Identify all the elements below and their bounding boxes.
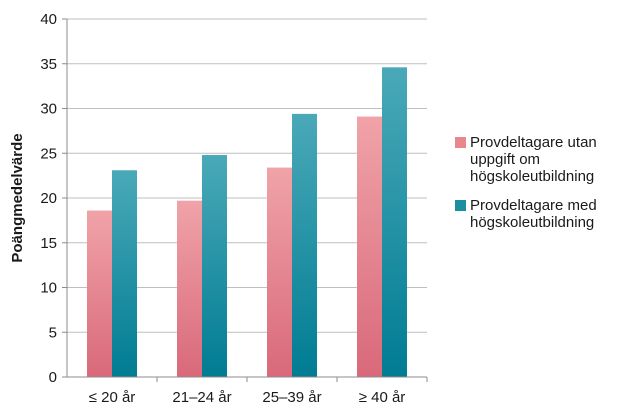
y-tick-label: 20 [40,190,57,207]
bar [382,67,407,377]
y-tick-label: 5 [49,324,57,341]
bar [292,113,317,378]
legend-label: Provdeltagare med högskoleutbildning [470,197,597,231]
legend-swatch [455,200,466,211]
legend-swatch [455,137,466,148]
y-axis-title: Poängmedelvärde [9,133,26,262]
bar [112,170,137,377]
x-category-label: ≤ 20 år [89,389,136,406]
x-category-label: ≥ 40 år [359,389,406,406]
y-tick-label: 0 [49,369,57,386]
legend: Provdeltagare utan uppgift om högskoleutbi… [455,134,597,231]
legend-label: Provdeltagare utan uppgift om högskoleutbi… [470,134,597,185]
bar [177,200,202,377]
bar [202,155,227,377]
x-category-label: 25–39 år [262,389,321,406]
y-tick-label: 40 [40,11,57,28]
x-category-labels: ≤ 20 år 21–24 år 25–39 år ≥ 40 år [89,389,406,406]
x-category-label: 21–24 år [172,389,231,406]
y-tick-label: 10 [40,280,57,297]
bar [267,167,292,377]
y-tick-label: 25 [40,145,57,162]
y-tick-labels: 0 5 10 15 20 25 30 35 40 [40,11,57,386]
y-tick-label: 30 [40,101,57,118]
y-tick-label: 35 [40,56,57,73]
bar [87,210,112,377]
y-tick-label: 15 [40,235,57,252]
axes [62,18,428,382]
bars [87,67,407,378]
bar [357,116,382,378]
